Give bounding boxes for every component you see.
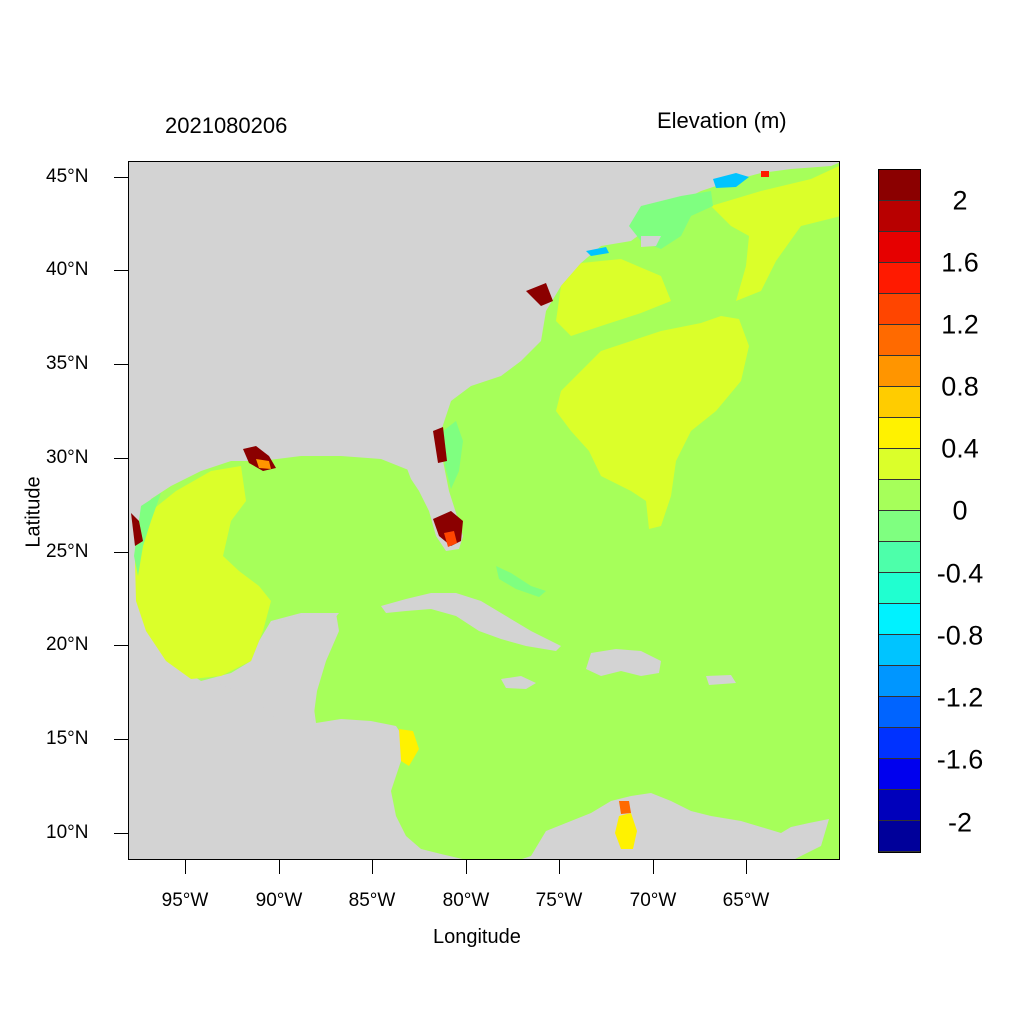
colorbar-label: -1.6 (936, 744, 984, 775)
y-axis-title: Latitude (22, 476, 45, 548)
colorbar-swatch (879, 728, 920, 759)
lat-tick (114, 177, 128, 178)
lat-label: 40°N (46, 259, 89, 280)
lat-tick (114, 645, 128, 646)
colorbar (878, 169, 921, 853)
lat-label: 30°N (46, 447, 89, 468)
lat-tick (114, 833, 128, 834)
lat-label: 10°N (46, 822, 89, 843)
gulf-high-region (135, 466, 271, 679)
lon-label: 95°W (161, 890, 209, 911)
florida-east-low (443, 421, 463, 489)
carolina-coast-surge (433, 427, 447, 463)
long-island-negative (586, 247, 609, 256)
lat-label: 20°N (46, 634, 89, 655)
louisiana-surge-core (256, 459, 271, 469)
colorbar-label: -1.2 (936, 682, 984, 713)
lat-tick (114, 739, 128, 740)
lat-tick (114, 458, 128, 459)
colorbar-swatch (879, 418, 920, 449)
colorbar-swatch (879, 201, 920, 232)
colorbar-swatch (879, 232, 920, 263)
yucatan-land (216, 613, 339, 723)
colorbar-label: -2 (947, 807, 973, 838)
colorbar-swatch (879, 604, 920, 635)
bahamas-bank (496, 566, 546, 597)
colorbar-label: 0 (952, 495, 968, 526)
offshore-high-region (711, 166, 839, 301)
venezuela-high-core (619, 801, 631, 814)
colorbar-swatch (879, 666, 920, 697)
colorbar-swatch (879, 294, 920, 325)
colorbar-swatch (879, 356, 920, 387)
colorbar-swatch (879, 697, 920, 728)
northeast-high-region (556, 259, 671, 336)
colorbar-label: 0.8 (941, 371, 979, 402)
colorbar-swatch (879, 542, 920, 573)
lon-label: 70°W (629, 890, 677, 911)
lon-label: 75°W (535, 890, 583, 911)
lon-label: 90°W (255, 890, 303, 911)
atlantic-ocean (136, 162, 839, 859)
hispaniola-land (586, 649, 661, 676)
lon-label: 80°W (442, 890, 490, 911)
map-plot-area (128, 161, 840, 860)
lon-label: 85°W (348, 890, 396, 911)
cape-cod-land (641, 236, 661, 247)
honduras-high (399, 729, 419, 766)
colorbar-label: 0.4 (941, 433, 979, 464)
colorbar-swatch (879, 325, 920, 356)
map-svg (131, 162, 839, 859)
x-axis-title: Longitude (433, 926, 521, 948)
nova-scotia-positive (761, 171, 769, 177)
gulf-of-maine-negative (713, 173, 749, 188)
colorbar-swatch (879, 480, 920, 511)
colorbar-swatch (879, 759, 920, 790)
gulf-of-maine-low (629, 191, 713, 249)
gulf-coast-low (134, 493, 161, 576)
colorbar-label: 2 (952, 185, 968, 216)
puerto-rico-land (706, 675, 736, 685)
lon-tick (279, 860, 280, 874)
colorbar-swatch (879, 821, 920, 852)
lon-label: 65°W (722, 890, 770, 911)
colorbar-swatch (879, 263, 920, 294)
lon-tick (466, 860, 467, 874)
colorbar-swatch (879, 170, 920, 201)
texas-coast-surge (131, 513, 143, 546)
colorbar-swatch (879, 449, 920, 480)
colorbar-label: 1.2 (941, 309, 979, 340)
colorbar-label: 1.6 (941, 247, 979, 278)
lat-tick (114, 364, 128, 365)
lon-tick (372, 860, 373, 874)
chesapeake-surge (526, 283, 553, 306)
florida-surge-core (444, 531, 457, 547)
lat-label: 25°N (46, 541, 89, 562)
colorbar-label: -0.8 (936, 620, 984, 651)
cuba-land (381, 593, 561, 651)
colorbar-swatch (879, 387, 920, 418)
atlantic-high-region (556, 316, 749, 529)
lon-tick (746, 860, 747, 874)
lat-label: 45°N (46, 166, 89, 187)
colorbar-swatch (879, 511, 920, 542)
colorbar-swatch (879, 790, 920, 821)
colorbar-swatch (879, 635, 920, 666)
lon-tick (185, 860, 186, 874)
lat-tick (114, 552, 128, 553)
lon-tick (559, 860, 560, 874)
jamaica-land (501, 676, 536, 689)
lat-label: 15°N (46, 728, 89, 749)
variable-title: Elevation (m) (657, 108, 787, 133)
colorbar-swatch (879, 573, 920, 604)
timestamp-label: 2021080206 (165, 113, 288, 138)
colorbar-label: -0.4 (936, 558, 984, 589)
venezuela-high (615, 813, 637, 849)
lat-tick (114, 270, 128, 271)
lon-tick (653, 860, 654, 874)
lat-label: 35°N (46, 353, 89, 374)
